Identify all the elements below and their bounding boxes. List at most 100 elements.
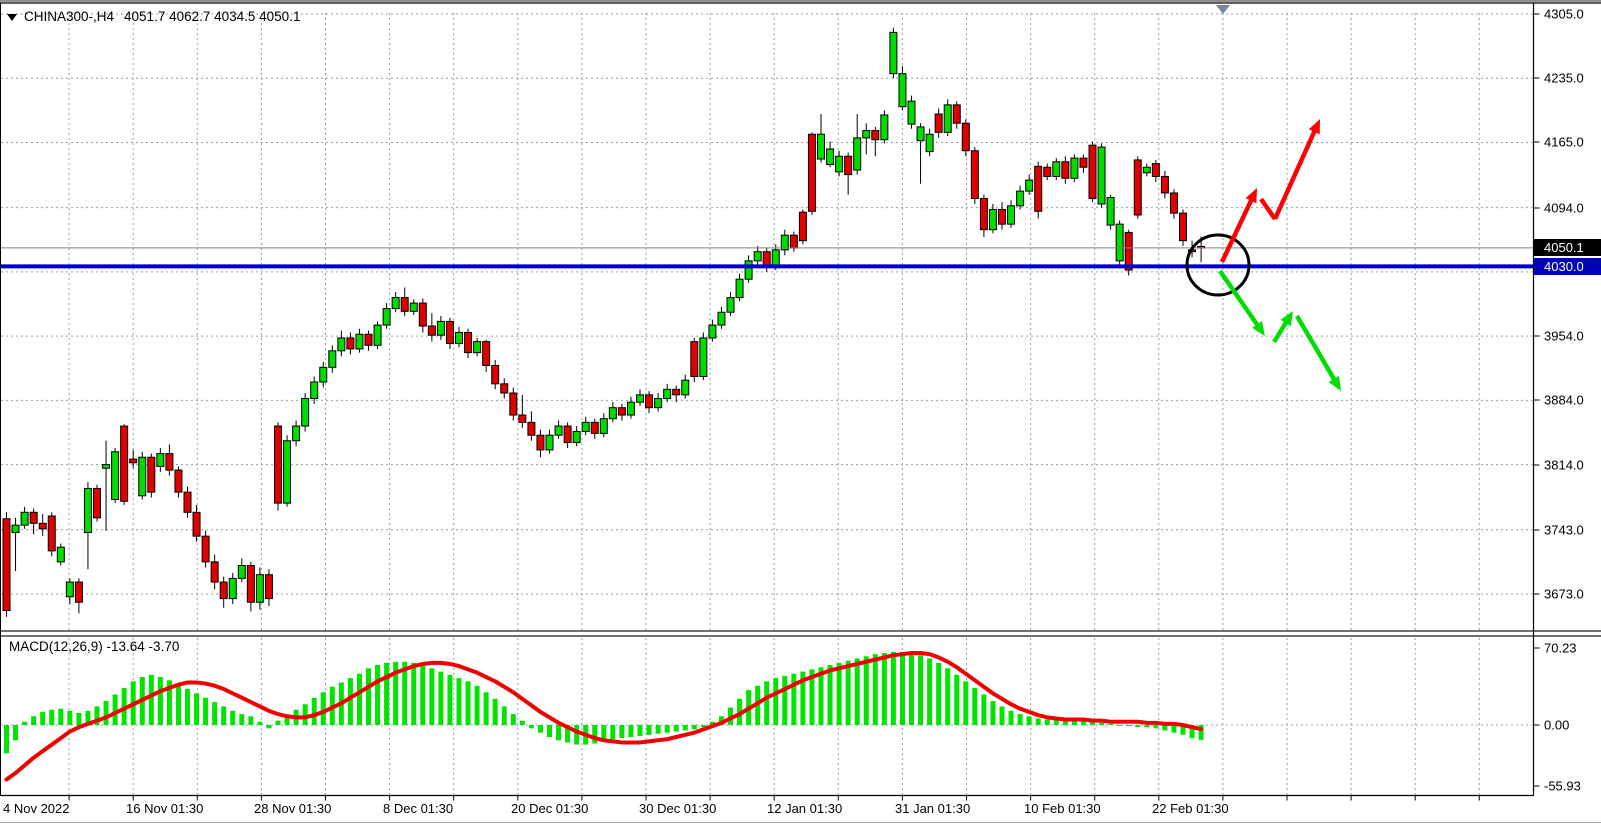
macd-histogram-bar [420, 665, 426, 725]
bullish-projection-arrow-head [1308, 119, 1320, 135]
macd-histogram-bar [1035, 718, 1041, 725]
macd-histogram-bar [782, 675, 788, 725]
candle-bearish [563, 425, 572, 444]
macd-histogram-bar [266, 725, 272, 729]
macd-histogram-bar [890, 651, 896, 725]
candle-bearish [120, 425, 129, 502]
candle-bullish [237, 565, 246, 579]
candle-bearish [129, 458, 138, 464]
candle-bullish [889, 31, 898, 75]
macd-histogram-bar [212, 702, 218, 725]
macd-histogram-bar [302, 704, 308, 725]
macd-histogram-bar [402, 661, 408, 725]
macd-histogram-bar [1071, 718, 1077, 725]
candle-bearish [1179, 212, 1187, 242]
macd-histogram-bar [1044, 719, 1050, 725]
candle-bullish [301, 398, 310, 427]
macd-histogram-bar [166, 680, 172, 725]
macd-histogram-bar [845, 660, 851, 725]
candle-bullish [753, 251, 762, 262]
bullish-projection-arrow[interactable] [1219, 196, 1255, 263]
candle-bullish [681, 379, 690, 396]
candle-bearish [536, 434, 545, 451]
macd-histogram-bar [528, 725, 534, 729]
candle-bearish [427, 325, 436, 336]
candle-bearish [183, 491, 192, 513]
macd-histogram-bar [58, 708, 64, 725]
macd-histogram-bar [682, 725, 688, 731]
candle-bullish [455, 331, 463, 344]
ohlc-values-label: 4051.7 4062.7 4034.5 4050.1 [124, 8, 301, 24]
candle-bullish [925, 133, 934, 153]
macd-axis-label: -55.93 [1544, 779, 1581, 794]
candle-bearish [1151, 163, 1160, 177]
macd-histogram-bar [556, 725, 562, 741]
macd-histogram-bar [574, 725, 580, 745]
candle-bullish [835, 155, 844, 173]
candle-bullish [744, 260, 753, 280]
bullish-projection-arrow[interactable] [1272, 127, 1318, 220]
macd-histogram-bar [76, 713, 82, 725]
candle-bearish [1043, 166, 1052, 177]
candle-bullish [1097, 146, 1106, 205]
current-price-badge: 4050.1 [1534, 239, 1601, 257]
candle-bullish [636, 394, 644, 403]
macd-histogram-bar [275, 720, 281, 725]
macd-histogram-bar [827, 665, 833, 725]
macd-histogram-bar [1117, 725, 1123, 726]
macd-histogram-bar [1017, 714, 1023, 725]
time-axis-label: 20 Dec 01:30 [511, 801, 588, 816]
macd-histogram-bar [239, 714, 245, 725]
bullish-projection-arrow[interactable] [1259, 197, 1277, 221]
candle-bearish [807, 133, 816, 212]
candle-bullish [654, 398, 663, 409]
macd-histogram-bar [990, 701, 996, 725]
candle-bullish [56, 546, 65, 563]
candle-bearish [672, 388, 681, 396]
macd-histogram-bar [1135, 725, 1141, 728]
candle-bearish [274, 425, 282, 504]
macd-histogram-bar [510, 714, 516, 725]
price-axis-label: 3884.0 [1544, 393, 1584, 408]
macd-histogram-bar [709, 721, 715, 725]
macd-histogram-bar [655, 725, 661, 734]
macd-histogram-bar [257, 721, 263, 725]
macd-histogram-bar [963, 681, 969, 725]
macd-histogram-bar [31, 716, 37, 725]
candle-bearish [590, 421, 599, 434]
candle-bearish [998, 208, 1006, 225]
macd-histogram-bar [112, 694, 118, 725]
candle-bearish [219, 581, 228, 600]
symbol-dropdown-icon[interactable] [7, 13, 17, 21]
price-axis-label: 4165.0 [1544, 135, 1584, 150]
time-axis-label: 28 Nov 01:30 [254, 801, 331, 816]
chart-title: CHINA300-,H4 4051.7 4062.7 4034.5 4050.1 [7, 7, 300, 25]
candle-bearish [201, 535, 210, 563]
bearish-projection-arrow[interactable] [1295, 314, 1338, 384]
macd-histogram-bar [1099, 722, 1105, 725]
candle-bullish [255, 574, 264, 603]
candle-bearish [364, 333, 373, 346]
candle-bullish [156, 453, 165, 467]
candle-bearish [1160, 175, 1169, 194]
time-axis-label: 30 Dec 01:30 [639, 801, 716, 816]
macd-histogram-bar [1008, 710, 1014, 725]
macd-histogram-bar [1108, 723, 1114, 725]
bearish-projection-arrow[interactable] [1218, 269, 1262, 330]
chart-shift-marker-icon[interactable] [1216, 5, 1230, 14]
highlight-circle[interactable] [1185, 233, 1251, 297]
time-axis-label: 10 Feb 01:30 [1024, 801, 1101, 816]
macd-histogram-bar [519, 720, 525, 725]
candle-bullish [283, 440, 292, 504]
bullish-projection-arrow-head [1245, 188, 1257, 204]
window-top-edge [0, 0, 1601, 2]
candle-bearish [518, 414, 527, 423]
bearish-projection-arrow[interactable] [1272, 318, 1290, 344]
candle-bullish [337, 337, 346, 352]
candle-bullish [726, 297, 735, 313]
macd-histogram-bar [881, 653, 887, 725]
candle-bearish [617, 407, 626, 416]
macd-histogram-bar [13, 725, 19, 741]
